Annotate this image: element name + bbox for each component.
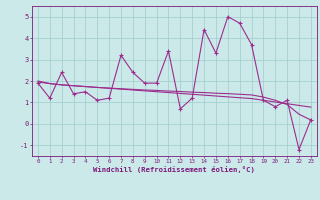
X-axis label: Windchill (Refroidissement éolien,°C): Windchill (Refroidissement éolien,°C) <box>93 166 255 173</box>
